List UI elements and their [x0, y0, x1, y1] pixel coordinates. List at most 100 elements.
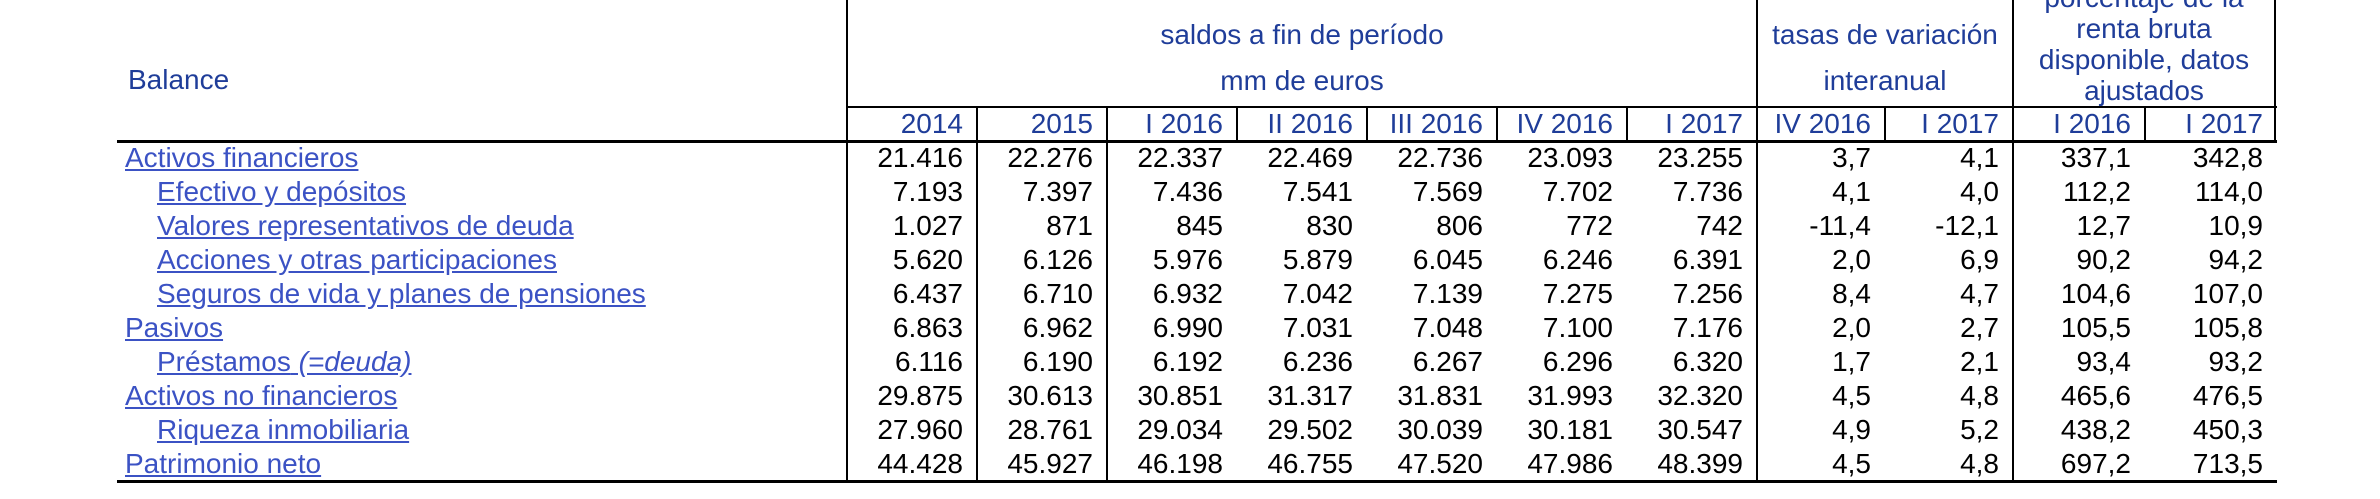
- value-cell: 7.176: [1672, 312, 1743, 343]
- row-label-text[interactable]: Patrimonio neto: [125, 448, 322, 479]
- value-cell: 6.236: [1282, 346, 1353, 377]
- value-cell: 4,1: [1960, 142, 1999, 173]
- col-iii-2016: III 2016: [1389, 108, 1483, 139]
- value-cell: 6.437: [892, 278, 963, 309]
- group-title-line: saldos a fin de período: [1160, 19, 1444, 50]
- col-2015: 2015: [1030, 108, 1093, 139]
- row-label[interactable]: Activos financieros: [117, 141, 847, 175]
- value-cell: 7.569: [1412, 176, 1483, 207]
- value-cell: -12,1: [1935, 210, 1999, 241]
- value-cell: 4,8: [1960, 380, 1999, 411]
- group-title-line: disponible, datos: [2038, 44, 2250, 75]
- row-label[interactable]: Efectivo y depósitos: [117, 175, 847, 209]
- value-cell: 7.702: [1542, 176, 1613, 207]
- value-cell: 6.320: [1672, 346, 1743, 377]
- row-label[interactable]: Valores representativos de deuda: [117, 209, 847, 243]
- value-cell: 6.932: [1152, 278, 1223, 309]
- value-cell: 93,4: [2076, 346, 2132, 377]
- row-label-text[interactable]: Préstamos: [157, 346, 291, 377]
- value-cell: 6,9: [1960, 244, 1999, 275]
- value-cell: 2,0: [1832, 312, 1871, 343]
- value-cell: 30.851: [1137, 380, 1223, 411]
- row-label-italic-suffix[interactable]: (=deuda): [290, 346, 412, 377]
- value-cell: 2,7: [1960, 312, 1999, 343]
- value-cell: 7.193: [892, 176, 963, 207]
- value-cell: 30.181: [1527, 414, 1613, 445]
- value-cell: 6.190: [1022, 346, 1093, 377]
- col-var-i-2017: I 2017: [1921, 108, 1999, 139]
- row-label-text[interactable]: Riqueza inmobiliaria: [157, 414, 410, 445]
- value-cell: 22.736: [1397, 142, 1483, 173]
- col-ii-2016: II 2016: [1267, 108, 1353, 139]
- value-cell: 337,1: [2060, 142, 2131, 173]
- value-cell: 450,3: [2192, 414, 2263, 445]
- value-cell: -11,4: [1809, 210, 1871, 241]
- value-cell: 4,1: [1832, 176, 1871, 207]
- row-label[interactable]: Patrimonio neto: [117, 447, 847, 481]
- rule-q1-q2: [1236, 106, 1238, 143]
- value-cell: 2,1: [1960, 346, 1999, 377]
- value-cell: 6.296: [1542, 346, 1613, 377]
- row-label-text[interactable]: Acciones y otras participaciones: [157, 244, 557, 275]
- value-cell: 112,2: [2063, 176, 2131, 207]
- row-label[interactable]: Préstamos (=deuda): [117, 345, 847, 379]
- value-cell: 6.267: [1412, 346, 1483, 377]
- value-cell: 5.976: [1152, 244, 1223, 275]
- value-cell: 12,7: [2076, 210, 2132, 241]
- row-label[interactable]: Acciones y otras participaciones: [117, 243, 847, 277]
- row-label-text[interactable]: Activos financieros: [125, 142, 359, 173]
- row-label-text[interactable]: Activos no financieros: [125, 380, 398, 411]
- value-cell: 28.761: [1007, 414, 1093, 445]
- value-cell: 46.755: [1267, 448, 1353, 479]
- table-title: Balance: [128, 64, 230, 95]
- value-cell: 10,9: [2208, 210, 2264, 241]
- value-cell: 6.126: [1022, 244, 1093, 275]
- value-cell: 7.541: [1282, 176, 1353, 207]
- column-group-renta-bruta: porcentaje de la renta bruta disponible,…: [2013, 0, 2275, 107]
- column-group-saldos: saldos a fin de período mm de euros: [847, 0, 1757, 107]
- value-cell: 4,5: [1832, 380, 1871, 411]
- value-cell: 6.710: [1022, 278, 1093, 309]
- col-i-2016: I 2016: [1145, 108, 1223, 139]
- value-cell: 6.045: [1412, 244, 1483, 275]
- value-cell: 47.520: [1397, 448, 1483, 479]
- year-row-top-rule: [847, 106, 2277, 108]
- value-cell: 6.962: [1022, 312, 1093, 343]
- value-cell: 32.320: [1657, 380, 1743, 411]
- value-cell: 22.337: [1137, 142, 1223, 173]
- rule-q3-q4: [1496, 106, 1498, 143]
- value-cell: 31.831: [1397, 380, 1483, 411]
- value-cell: 22.276: [1007, 142, 1093, 173]
- value-cell: 46.198: [1137, 448, 1223, 479]
- row-label[interactable]: Pasivos: [117, 311, 847, 345]
- row-label-text[interactable]: Pasivos: [125, 312, 224, 343]
- rule-tasas-renta: [2012, 0, 2014, 481]
- value-cell: 7.436: [1152, 176, 1223, 207]
- value-cell: 90,2: [2076, 244, 2132, 275]
- value-cell: 23.093: [1527, 142, 1613, 173]
- rule-2015-quarters: [1106, 106, 1108, 481]
- row-label-text[interactable]: Efectivo y depósitos: [157, 176, 407, 207]
- value-cell: 830: [1306, 210, 1353, 241]
- row-label[interactable]: Seguros de vida y planes de pensiones: [117, 277, 847, 311]
- group-title-line: renta bruta: [2076, 13, 2212, 44]
- row-label[interactable]: Activos no financieros: [117, 379, 847, 413]
- value-cell: 5,2: [1960, 414, 1999, 445]
- group-title-line-clipped: porcentaje de la: [2013, 0, 2275, 13]
- value-cell: 5.879: [1282, 244, 1353, 275]
- value-cell: 45.927: [1007, 448, 1093, 479]
- value-cell: 6.246: [1542, 244, 1613, 275]
- row-label[interactable]: Riqueza inmobiliaria: [117, 413, 847, 447]
- value-cell: 7.031: [1282, 312, 1353, 343]
- col-var-iv-2016: IV 2016: [1774, 108, 1871, 139]
- rule-q2-q3: [1366, 106, 1368, 143]
- value-cell: 107,0: [2192, 278, 2263, 309]
- row-label-text[interactable]: Valores representativos de deuda: [157, 210, 574, 241]
- value-cell: 104,6: [2060, 278, 2131, 309]
- value-cell: 21.416: [877, 142, 963, 173]
- value-cell: 7.275: [1542, 278, 1613, 309]
- value-cell: 30.039: [1397, 414, 1483, 445]
- table-grid: 2014 2015 I 2016 II 2016 III 2016 IV 201…: [117, 107, 2277, 481]
- value-cell: 806: [1436, 210, 1483, 241]
- row-label-text[interactable]: Seguros de vida y planes de pensiones: [157, 278, 646, 309]
